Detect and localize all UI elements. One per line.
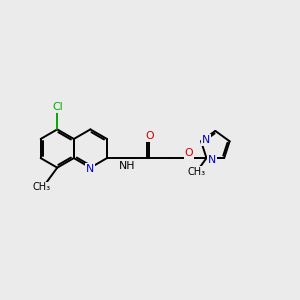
Text: N: N bbox=[208, 154, 216, 165]
Text: O: O bbox=[185, 148, 194, 158]
Text: NH: NH bbox=[119, 161, 136, 171]
Text: Cl: Cl bbox=[52, 102, 63, 112]
Text: CH₃: CH₃ bbox=[188, 167, 206, 177]
Text: O: O bbox=[146, 131, 154, 141]
Text: CH₃: CH₃ bbox=[33, 182, 51, 192]
Text: N: N bbox=[86, 164, 94, 174]
Text: N: N bbox=[202, 135, 211, 145]
